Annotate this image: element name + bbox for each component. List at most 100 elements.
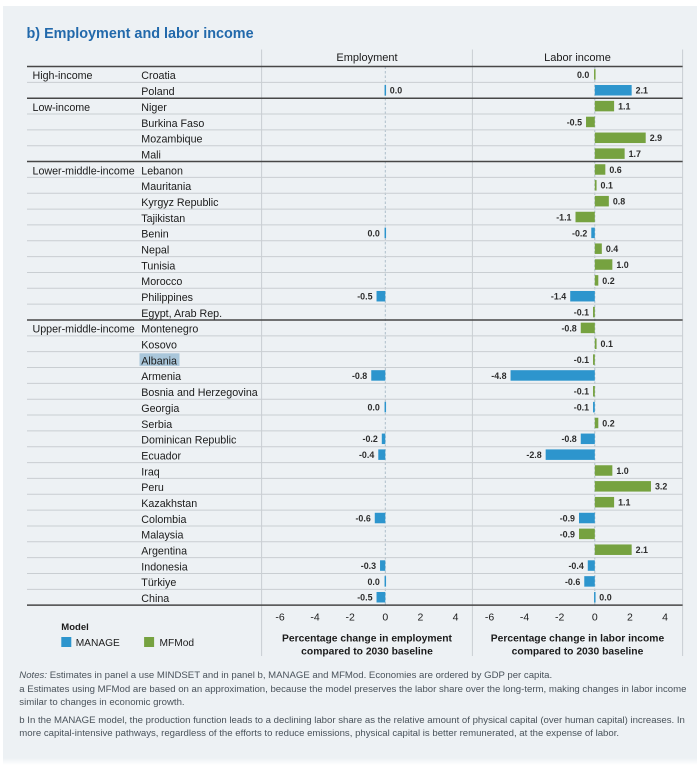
svg-text:2.1: 2.1	[636, 86, 648, 96]
svg-text:Benin: Benin	[141, 229, 168, 241]
svg-text:Kazakhstan: Kazakhstan	[141, 498, 197, 510]
svg-text:-0.8: -0.8	[561, 434, 576, 444]
svg-text:-0.5: -0.5	[567, 117, 582, 127]
svg-text:-0.8: -0.8	[561, 323, 576, 333]
svg-text:Mozambique: Mozambique	[141, 134, 202, 146]
svg-text:0.0: 0.0	[367, 577, 379, 587]
svg-text:Employment: Employment	[336, 52, 397, 64]
svg-text:Kosovo: Kosovo	[141, 340, 177, 352]
svg-text:-0.9: -0.9	[560, 513, 575, 523]
svg-text:Lower-middle-income: Lower-middle-income	[33, 165, 135, 177]
svg-text:Bosnia and Herzegovina: Bosnia and Herzegovina	[141, 387, 258, 399]
svg-text:Burkina Faso: Burkina Faso	[141, 118, 204, 130]
svg-text:2.1: 2.1	[636, 545, 648, 555]
svg-text:0.6: 0.6	[609, 165, 621, 175]
svg-text:2: 2	[627, 612, 633, 624]
svg-text:0.1: 0.1	[601, 181, 613, 191]
svg-text:4: 4	[453, 612, 459, 624]
svg-text:-0.1: -0.1	[574, 403, 589, 413]
svg-text:-2: -2	[346, 612, 355, 624]
svg-text:-4: -4	[310, 612, 319, 624]
svg-text:Kyrgyz Republic: Kyrgyz Republic	[141, 197, 219, 209]
svg-text:-0.4: -0.4	[359, 450, 374, 460]
svg-text:Croatia: Croatia	[141, 70, 176, 82]
svg-text:0: 0	[592, 612, 598, 624]
svg-text:1.7: 1.7	[629, 149, 641, 159]
svg-text:-0.4: -0.4	[568, 561, 583, 571]
svg-text:Dominican Republic: Dominican Republic	[141, 435, 237, 447]
svg-text:Nepal: Nepal	[141, 244, 169, 256]
svg-text:Colombia: Colombia	[141, 514, 186, 526]
svg-text:Mali: Mali	[141, 149, 161, 161]
svg-text:Indonesia: Indonesia	[141, 561, 187, 573]
svg-text:Iraq: Iraq	[141, 466, 159, 478]
svg-text:Tunisia: Tunisia	[141, 260, 175, 272]
svg-text:-2.8: -2.8	[526, 450, 541, 460]
svg-text:2: 2	[417, 612, 423, 624]
svg-text:0: 0	[382, 612, 388, 624]
svg-text:3.2: 3.2	[655, 482, 667, 492]
svg-text:1.0: 1.0	[616, 260, 628, 270]
svg-text:-0.9: -0.9	[560, 529, 575, 539]
svg-text:High-income: High-income	[33, 70, 93, 82]
svg-text:Malaysia: Malaysia	[141, 530, 183, 542]
svg-text:-0.1: -0.1	[574, 307, 589, 317]
svg-text:Lebanon: Lebanon	[141, 165, 183, 177]
svg-text:Tajikistan: Tajikistan	[141, 213, 185, 225]
svg-text:Low-income: Low-income	[33, 102, 91, 114]
svg-text:Albania: Albania	[141, 355, 177, 367]
svg-text:-2: -2	[555, 612, 564, 624]
svg-text:-0.8: -0.8	[352, 371, 367, 381]
svg-text:0.2: 0.2	[602, 418, 614, 428]
svg-text:Mauritania: Mauritania	[141, 181, 191, 193]
svg-text:0.0: 0.0	[367, 228, 379, 238]
svg-text:compared to 2030 baseline: compared to 2030 baseline	[512, 646, 644, 657]
svg-text:-0.6: -0.6	[565, 577, 580, 587]
svg-text:Argentina: Argentina	[141, 546, 187, 558]
svg-text:4: 4	[662, 612, 668, 624]
svg-text:-0.5: -0.5	[357, 292, 372, 302]
svg-text:Percentage change in labor inc: Percentage change in labor income	[491, 633, 665, 644]
svg-text:Philippines: Philippines	[141, 292, 193, 304]
svg-text:-4.8: -4.8	[491, 371, 506, 381]
svg-text:Türkiye: Türkiye	[141, 577, 176, 589]
svg-text:-0.3: -0.3	[361, 561, 376, 571]
svg-text:2.9: 2.9	[650, 133, 662, 143]
svg-text:0.0: 0.0	[390, 86, 402, 96]
svg-text:-0.2: -0.2	[572, 228, 587, 238]
svg-text:Morocco: Morocco	[141, 276, 182, 288]
svg-text:1.0: 1.0	[616, 466, 628, 476]
svg-text:-4: -4	[520, 612, 529, 624]
svg-text:-6: -6	[485, 612, 494, 624]
svg-text:0.4: 0.4	[606, 244, 618, 254]
svg-text:-0.2: -0.2	[362, 434, 377, 444]
svg-text:Armenia: Armenia	[141, 371, 181, 383]
svg-text:Upper-middle-income: Upper-middle-income	[33, 324, 135, 336]
svg-text:compared to 2030 baseline: compared to 2030 baseline	[301, 646, 433, 657]
svg-text:Ecuador: Ecuador	[141, 450, 181, 462]
svg-text:MFMod: MFMod	[160, 638, 195, 649]
svg-text:0.8: 0.8	[613, 197, 625, 207]
svg-text:Georgia: Georgia	[141, 403, 179, 415]
svg-text:Serbia: Serbia	[141, 419, 172, 431]
svg-text:-0.1: -0.1	[574, 387, 589, 397]
svg-text:Montenegro: Montenegro	[141, 324, 198, 336]
svg-text:-0.1: -0.1	[574, 355, 589, 365]
svg-text:-0.5: -0.5	[357, 593, 372, 603]
svg-text:-1.1: -1.1	[556, 212, 571, 222]
svg-text:-1.4: -1.4	[551, 292, 566, 302]
svg-text:Model: Model	[61, 622, 88, 633]
svg-text:Poland: Poland	[141, 86, 174, 98]
svg-text:Labor income: Labor income	[544, 52, 611, 64]
svg-text:0.2: 0.2	[602, 276, 614, 286]
svg-text:-0.6: -0.6	[355, 513, 370, 523]
svg-text:1.1: 1.1	[618, 498, 630, 508]
svg-text:Niger: Niger	[141, 102, 167, 114]
svg-text:Peru: Peru	[141, 482, 164, 494]
svg-text:1.1: 1.1	[618, 102, 630, 112]
svg-text:MANAGE: MANAGE	[76, 638, 120, 649]
svg-text:0.0: 0.0	[577, 70, 589, 80]
svg-text:0.0: 0.0	[367, 403, 379, 413]
svg-text:0.1: 0.1	[601, 339, 613, 349]
svg-text:-6: -6	[275, 612, 284, 624]
